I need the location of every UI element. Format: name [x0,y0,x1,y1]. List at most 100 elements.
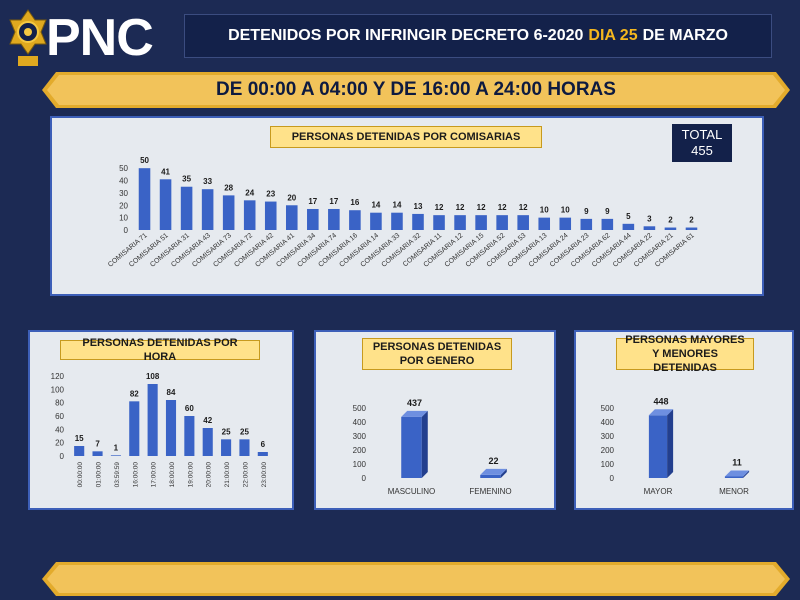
bar [285,205,298,230]
data-label: 12 [477,203,486,212]
data-label: 28 [224,183,233,192]
y-tick-label: 100 [353,460,367,469]
y-tick-label: 200 [353,446,367,455]
data-label: 12 [498,203,507,212]
bar [664,227,677,230]
data-label: 9 [605,207,610,216]
bar [184,416,195,456]
bar [480,474,501,478]
y-tick-label: 30 [119,189,128,198]
data-label: 1 [114,443,119,452]
bar [685,227,698,230]
x-tick-label: 03:59:59 [114,462,121,488]
page-title: DETENIDOS POR INFRINGIR DECRETO 6-2020 D… [184,14,772,58]
bar [349,210,361,230]
x-tick-label: 22:00:00 [242,462,249,488]
y-tick-label: 10 [119,214,128,223]
x-tick-label: 21:00:00 [224,462,231,488]
bar [264,201,277,230]
data-label: 2 [668,216,673,225]
y-tick-label: 0 [60,452,65,461]
x-tick-label: 23:00:00 [261,462,268,488]
title-text: DETENIDOS POR INFRINGIR DECRETO 6-2020 [228,27,584,44]
total-label: TOTAL [681,127,723,142]
data-label: 22 [488,456,498,466]
bar [222,195,235,230]
x-tick-label: MENOR [719,487,749,496]
comisarias-chart-panel: 0 10 20 30 40 50 50 COMISARIA 71 41 COMISARIA 51 3… [50,116,764,296]
y-tick-label: 80 [55,399,64,408]
data-label: 33 [203,177,212,186]
bar-side [500,468,507,478]
y-tick-label: 100 [51,385,65,394]
y-tick-label: 60 [55,412,64,421]
data-label: 448 [653,396,668,406]
bottom-ribbon [42,562,790,596]
bar [454,215,466,230]
data-label: 84 [167,388,176,397]
y-tick-label: 500 [353,404,367,413]
y-tick-label: 120 [51,372,65,381]
bar [622,223,635,230]
data-label: 10 [540,206,549,215]
data-label: 437 [407,398,422,408]
x-tick-label: 01:00:00 [96,462,103,488]
hora-bar-chart: 0 20 40 60 80 100 120 15 00:00:00 7 01:00:00 1 03:59… [51,372,268,488]
data-label: 17 [308,197,317,206]
bar [496,215,508,230]
bar [433,215,445,230]
bar-top [480,468,507,475]
bar [370,212,382,230]
y-tick-label: 40 [55,425,64,434]
data-label: 41 [161,167,170,176]
bar [147,384,158,456]
bar [412,213,424,230]
bar [110,455,121,456]
data-label: 24 [245,188,254,197]
data-label: 50 [140,156,149,165]
x-tick-label: MAYOR [644,487,673,496]
time-range-ribbon: DE 00:00 A 04:00 Y DE 16:00 A 24:00 HORA… [42,72,790,108]
bar [159,179,172,230]
y-tick-label: 0 [124,226,129,235]
bar [257,452,268,456]
data-label: 60 [185,404,194,413]
y-tick-label: 20 [119,201,128,210]
y-tick-label: 0 [610,474,615,483]
bar [307,208,319,230]
genero-chart-title: PERSONAS DETENIDAS POR GENERO [362,338,512,370]
data-label: 12 [435,203,444,212]
data-label: 10 [561,206,570,215]
comisarias-chart-title: PERSONAS DETENIDAS POR COMISARIAS [270,126,542,148]
data-label: 23 [266,190,275,199]
data-label: 13 [414,202,423,211]
data-label: 35 [182,175,191,184]
title-day: DIA 25 [588,27,638,44]
bar [165,400,177,456]
x-tick-label: 00:00:00 [77,462,84,488]
bar [724,476,744,478]
bar [391,212,403,230]
data-label: 15 [75,434,84,443]
y-tick-label: 300 [601,432,615,441]
x-tick-label: COMISARIA 61 [654,232,696,269]
x-tick-label: 20:00:00 [206,462,213,488]
hora-chart-panel: 0 20 40 60 80 100 120 15 00:00:00 7 01:00:00 1 03:59… [28,330,294,510]
data-label: 7 [95,439,100,448]
x-tick-label: 16:00:00 [132,462,139,488]
data-label: 14 [371,201,380,210]
bar [129,401,140,456]
bar-side [667,409,674,478]
bar [648,415,668,478]
bar [92,451,103,456]
y-tick-label: 20 [55,439,64,448]
bar [580,218,593,230]
x-tick-label: 17:00:00 [151,462,158,488]
time-range-text: DE 00:00 A 04:00 Y DE 16:00 A 24:00 HORA… [216,79,616,100]
x-tick-label: 18:00:00 [169,462,176,488]
data-label: 16 [350,198,359,207]
bar-top [724,470,750,477]
bar [138,168,151,230]
data-label: 25 [222,427,231,436]
